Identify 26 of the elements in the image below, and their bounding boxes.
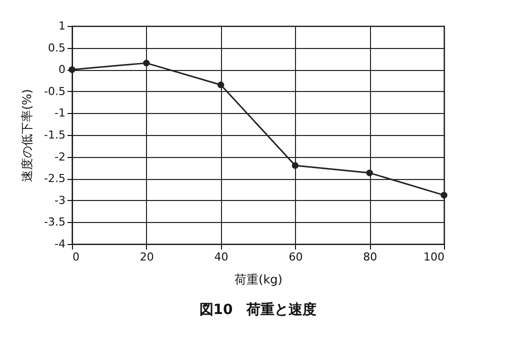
y-tick-label: -1 [54, 106, 66, 120]
point [68, 66, 76, 73]
point [440, 192, 448, 199]
y-tick-label: -3 [54, 194, 66, 207]
x-tick-label: 60 [288, 250, 303, 264]
x-axis-title: 荷重(kg) [234, 272, 282, 286]
point [143, 60, 150, 66]
point [217, 82, 224, 88]
y-tick-label: -2 [54, 150, 66, 164]
x-tick-label: 100 [424, 250, 444, 264]
x-tick-label: 40 [214, 250, 228, 264]
point [292, 162, 299, 169]
text: 図10 荷重と速度 [199, 301, 317, 318]
y-tick-label: 1 [58, 20, 66, 32]
y-tick-label: -2.5 [44, 172, 66, 186]
x-tick-label: 80 [363, 250, 378, 264]
y-tick-label: 0.5 [48, 41, 66, 54]
y-tick-label: 0 [58, 63, 66, 76]
x-tick-label: 0 [72, 250, 80, 264]
y-tick-label: -3.5 [44, 216, 66, 229]
y-tick-label: -4 [54, 238, 66, 250]
x-tick-label: 20 [140, 250, 154, 264]
y-tick-label: -1.5 [44, 128, 66, 142]
y-axis-title: 速度の低下率(%) [20, 89, 34, 182]
point [366, 170, 373, 176]
y-tick-label: -0.5 [44, 84, 66, 98]
